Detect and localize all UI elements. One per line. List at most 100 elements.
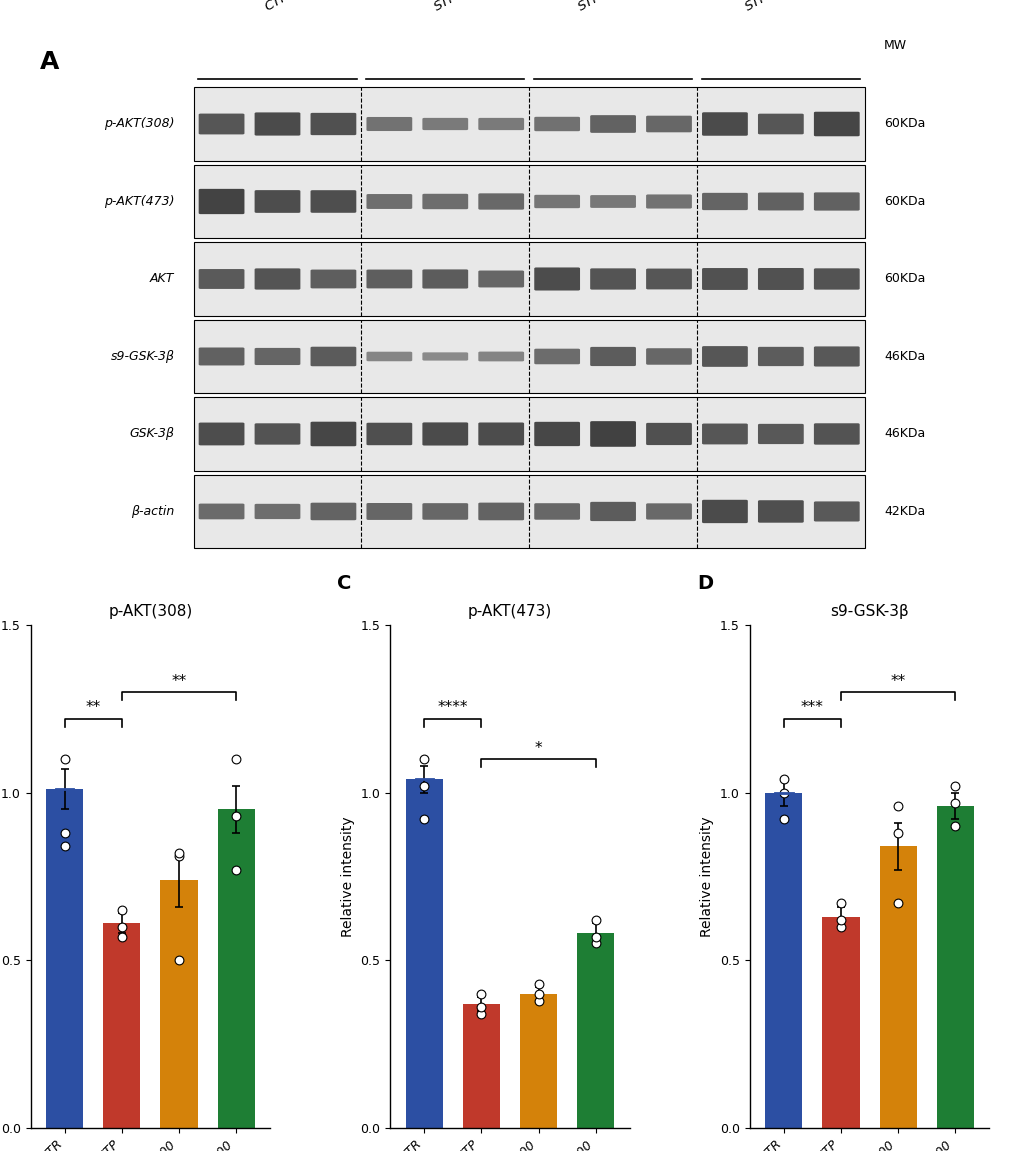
Point (587, 928, 603, 946)
FancyBboxPatch shape (478, 117, 524, 130)
FancyBboxPatch shape (366, 195, 412, 209)
FancyBboxPatch shape (757, 346, 803, 366)
FancyBboxPatch shape (478, 270, 524, 288)
FancyBboxPatch shape (199, 348, 245, 366)
Point (57, 824, 73, 843)
FancyBboxPatch shape (813, 424, 859, 444)
Bar (878, 846, 916, 1128)
Text: MW: MW (883, 39, 906, 52)
FancyBboxPatch shape (422, 193, 468, 209)
Point (775, 784, 792, 802)
FancyBboxPatch shape (757, 268, 803, 290)
FancyBboxPatch shape (534, 503, 580, 520)
FancyBboxPatch shape (478, 422, 524, 445)
Point (227, 807, 244, 825)
Point (587, 910, 603, 929)
Y-axis label: Relative intensity: Relative intensity (700, 816, 713, 937)
FancyBboxPatch shape (645, 422, 691, 445)
FancyBboxPatch shape (366, 352, 412, 361)
FancyBboxPatch shape (422, 117, 468, 130)
Point (227, 861, 244, 879)
FancyBboxPatch shape (310, 421, 356, 447)
FancyBboxPatch shape (534, 421, 580, 447)
FancyBboxPatch shape (757, 192, 803, 211)
Bar (103, 923, 141, 1128)
Point (416, 749, 432, 768)
FancyBboxPatch shape (194, 397, 864, 471)
FancyBboxPatch shape (701, 268, 747, 290)
Text: 60KDa: 60KDa (883, 273, 924, 285)
Point (57, 749, 73, 768)
Point (114, 928, 130, 946)
Text: STP: STP (431, 0, 459, 14)
Text: s9-GSK-3β: s9-GSK-3β (110, 350, 174, 363)
FancyBboxPatch shape (813, 112, 859, 136)
Bar (821, 916, 859, 1128)
Bar (160, 879, 198, 1128)
Point (530, 984, 546, 1003)
FancyBboxPatch shape (255, 424, 300, 444)
FancyBboxPatch shape (590, 421, 635, 447)
Text: STP+GP200: STP+GP200 (575, 0, 650, 14)
Text: p-AKT(308): p-AKT(308) (104, 117, 174, 130)
FancyBboxPatch shape (366, 422, 412, 445)
Point (889, 796, 905, 815)
Text: 42KDa: 42KDa (883, 505, 924, 518)
FancyBboxPatch shape (422, 352, 468, 360)
FancyBboxPatch shape (534, 195, 580, 208)
FancyBboxPatch shape (757, 114, 803, 135)
FancyBboxPatch shape (310, 269, 356, 289)
Point (530, 975, 546, 993)
Point (416, 810, 432, 829)
Point (775, 770, 792, 788)
FancyBboxPatch shape (645, 349, 691, 365)
FancyBboxPatch shape (199, 114, 245, 135)
Point (530, 991, 546, 1009)
FancyBboxPatch shape (194, 475, 864, 548)
Point (170, 844, 186, 862)
Point (473, 984, 489, 1003)
FancyBboxPatch shape (199, 504, 245, 519)
Text: CTR: CTR (263, 0, 292, 14)
FancyBboxPatch shape (813, 268, 859, 290)
FancyBboxPatch shape (645, 503, 691, 519)
Point (833, 917, 849, 936)
Point (833, 894, 849, 913)
Point (587, 935, 603, 953)
FancyBboxPatch shape (534, 349, 580, 364)
Text: STP+GP400: STP+GP400 (743, 0, 817, 14)
FancyBboxPatch shape (701, 193, 747, 211)
Point (227, 749, 244, 768)
FancyBboxPatch shape (645, 116, 691, 132)
FancyBboxPatch shape (534, 267, 580, 290)
FancyBboxPatch shape (366, 503, 412, 520)
FancyBboxPatch shape (590, 346, 635, 366)
Bar (46, 790, 84, 1128)
FancyBboxPatch shape (757, 501, 803, 523)
Text: **: ** (86, 700, 101, 716)
Title: p-AKT(308): p-AKT(308) (108, 604, 193, 619)
Text: β-actin: β-actin (131, 505, 174, 518)
Text: ***: *** (800, 700, 823, 716)
FancyBboxPatch shape (813, 346, 859, 366)
FancyBboxPatch shape (310, 346, 356, 366)
Bar (935, 806, 973, 1128)
Y-axis label: Relative intensity: Relative intensity (340, 816, 355, 937)
FancyBboxPatch shape (645, 268, 691, 289)
Bar (217, 809, 255, 1128)
Point (889, 824, 905, 843)
Point (473, 998, 489, 1016)
FancyBboxPatch shape (422, 422, 468, 445)
FancyBboxPatch shape (478, 193, 524, 209)
FancyBboxPatch shape (199, 269, 245, 289)
Text: 46KDa: 46KDa (883, 427, 924, 441)
FancyBboxPatch shape (478, 351, 524, 361)
Text: GSK-3β: GSK-3β (129, 427, 174, 441)
FancyBboxPatch shape (199, 189, 245, 214)
Point (416, 777, 432, 795)
Text: C: C (337, 574, 352, 594)
FancyBboxPatch shape (422, 503, 468, 520)
Text: 46KDa: 46KDa (883, 350, 924, 363)
Point (946, 777, 962, 795)
Point (775, 810, 792, 829)
